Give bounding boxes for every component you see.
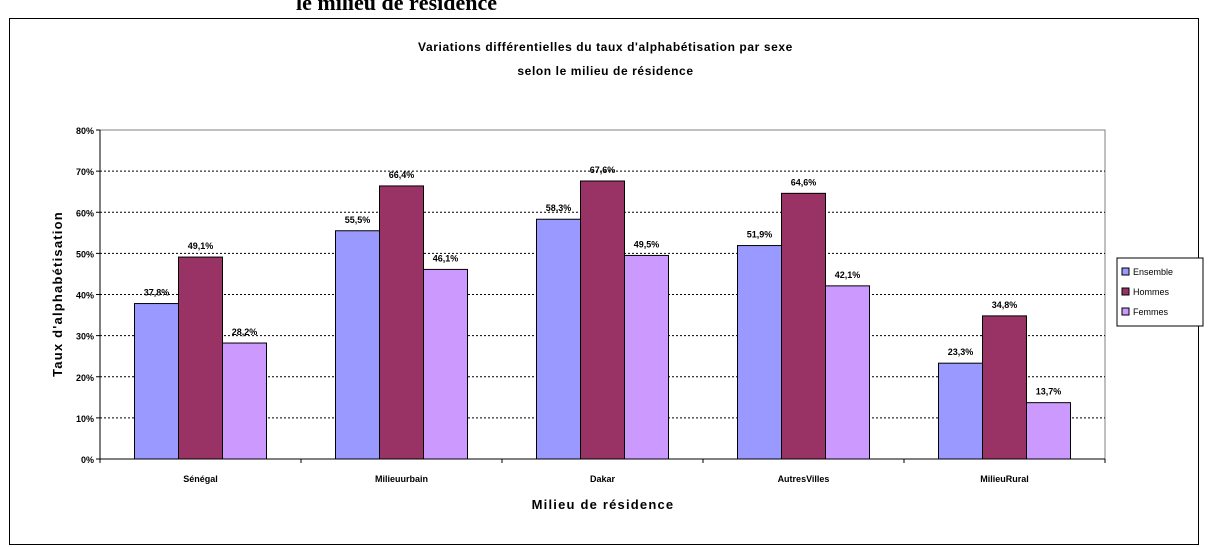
data-label: 13,7% bbox=[1036, 387, 1062, 397]
bar-femmes bbox=[825, 285, 870, 460]
x-tick-label: Sénégal bbox=[183, 474, 218, 484]
bar-hommes bbox=[982, 315, 1027, 460]
x-axis-title: Milieu de résidence bbox=[532, 497, 675, 512]
x-tick-label: AutresVilles bbox=[778, 474, 830, 484]
data-label: 49,5% bbox=[634, 239, 660, 249]
bar-ensemble bbox=[134, 303, 179, 460]
bar-femmes bbox=[624, 254, 669, 460]
y-tick-label: 40% bbox=[76, 291, 94, 301]
legend-swatch-ensemble bbox=[1121, 267, 1130, 276]
chart-title-line-1: Variations différentielles du taux d'alp… bbox=[418, 40, 793, 54]
y-tick-label: 60% bbox=[76, 208, 94, 218]
x-tick-label: Dakar bbox=[590, 474, 616, 484]
data-label: 46,1% bbox=[433, 253, 459, 263]
data-label: 66,4% bbox=[389, 170, 415, 180]
y-axis-ticks: 0% 10% 20% 30% 40% 50% 60% 70% 80% bbox=[76, 126, 100, 465]
y-tick-label: 80% bbox=[76, 126, 94, 136]
bar-ensemble bbox=[737, 245, 782, 460]
legend-label-hommes: Hommes bbox=[1133, 287, 1170, 297]
data-label: 55,5% bbox=[345, 215, 371, 225]
x-tick-label: Milieuurbain bbox=[375, 474, 428, 484]
x-axis-ticks: Sénégal Milieuurbain Dakar AutresVilles Mili… bbox=[99, 459, 1106, 484]
legend-swatch-femmes bbox=[1121, 307, 1130, 316]
bar-femmes bbox=[222, 342, 267, 460]
y-tick-label: 50% bbox=[76, 249, 94, 259]
bar-femmes bbox=[423, 268, 468, 460]
y-tick-label: 10% bbox=[76, 414, 94, 424]
data-label: 64,6% bbox=[791, 177, 817, 187]
bar-femmes bbox=[1026, 402, 1071, 460]
y-tick-label: 0% bbox=[81, 455, 94, 465]
data-label: 49,1% bbox=[188, 241, 214, 251]
x-tick-label: MilieuRural bbox=[980, 474, 1029, 484]
bar-hommes bbox=[580, 180, 625, 460]
data-label: 42,1% bbox=[835, 270, 861, 280]
bar-ensemble bbox=[335, 230, 380, 460]
chart-title-line-2: selon le milieu de résidence bbox=[517, 64, 694, 78]
legend: Ensemble Hommes Femmes bbox=[1116, 257, 1204, 327]
y-axis-title: Taux d'alphabétisation bbox=[50, 211, 65, 377]
data-label: 58,3% bbox=[546, 203, 572, 213]
data-label: 28,2% bbox=[232, 327, 258, 337]
bar-hommes bbox=[178, 256, 223, 460]
data-label: 51,9% bbox=[747, 230, 773, 240]
legend-label-ensemble: Ensemble bbox=[1133, 267, 1173, 277]
bar-hommes bbox=[781, 192, 826, 460]
bar-hommes bbox=[379, 185, 424, 460]
bar-ensemble bbox=[536, 218, 581, 460]
bar-ensemble bbox=[938, 362, 983, 460]
y-tick-label: 30% bbox=[76, 332, 94, 342]
page-heading: le milieu de résidence bbox=[296, 0, 498, 15]
legend-label-femmes: Femmes bbox=[1133, 307, 1169, 317]
legend-swatch-hommes bbox=[1121, 287, 1130, 296]
gridlines bbox=[100, 170, 1105, 419]
data-label: 34,8% bbox=[992, 300, 1018, 310]
data-label: 23,3% bbox=[948, 347, 974, 357]
y-tick-label: 20% bbox=[76, 373, 94, 383]
data-label: 37,8% bbox=[144, 288, 170, 298]
legend-box bbox=[1116, 257, 1204, 327]
bars: 37,8% 49,1% 28,2% 55,5% 66,4% 46,1% 58,3% 67,6%… bbox=[134, 165, 1071, 460]
data-label: 67,6% bbox=[590, 165, 616, 175]
y-tick-label: 70% bbox=[76, 167, 94, 177]
